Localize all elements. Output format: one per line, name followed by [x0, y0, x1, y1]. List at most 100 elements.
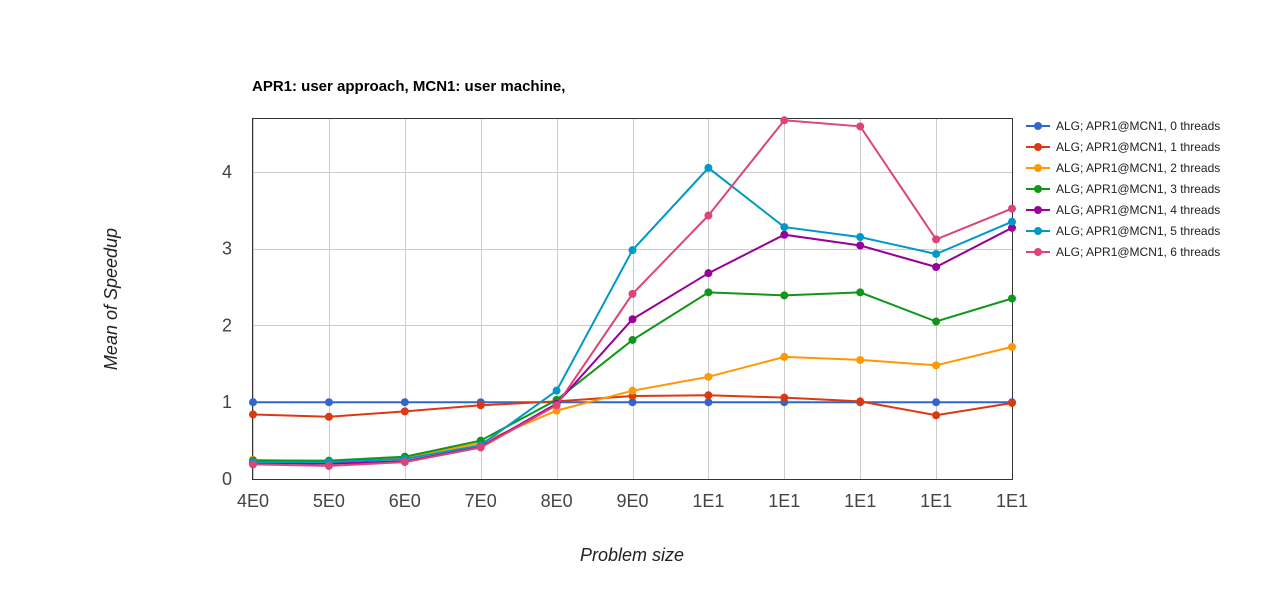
x-tick-label: 1E1	[996, 491, 1028, 511]
data-point	[324, 412, 333, 421]
data-point	[780, 116, 789, 125]
x-tick-label: 7E0	[465, 491, 497, 511]
data-point	[628, 398, 637, 407]
x-axis-ticks: 4E0 5E0 6E0 7E0 8E0 9E0 1E1 1E1 1E1 1E1 1E1	[237, 491, 1028, 511]
data-point	[1008, 398, 1016, 407]
data-point	[704, 372, 713, 381]
legend-item: ALG; APR1@MCN1, 6 threads	[1026, 245, 1220, 259]
data-point	[552, 401, 561, 410]
gridlines	[253, 118, 1013, 480]
data-point	[628, 335, 637, 344]
data-point	[932, 263, 941, 272]
data-point	[780, 223, 789, 232]
data-point	[704, 269, 713, 278]
data-point	[856, 355, 865, 364]
data-point	[856, 397, 865, 406]
y-tick-label: 4	[222, 162, 232, 182]
y-tick-label: 0	[222, 469, 232, 489]
legend-label: ALG; APR1@MCN1, 5 threads	[1056, 224, 1220, 238]
legend-swatch-dot	[1034, 143, 1042, 151]
legend-swatch-dot	[1034, 227, 1042, 235]
x-tick-label: 1E1	[920, 491, 952, 511]
data-point	[932, 235, 941, 244]
legend-label: ALG; APR1@MCN1, 3 threads	[1056, 182, 1220, 196]
data-point	[856, 288, 865, 297]
data-point	[856, 122, 865, 131]
data-point	[324, 398, 333, 407]
legend-item: ALG; APR1@MCN1, 5 threads	[1026, 224, 1220, 238]
data-point	[476, 443, 485, 452]
legend-label: ALG; APR1@MCN1, 2 threads	[1056, 161, 1220, 175]
legend-swatch-dot	[1034, 122, 1042, 130]
data-point	[932, 249, 941, 258]
y-axis-label: Mean of Speedup	[101, 228, 121, 370]
data-point	[400, 407, 409, 416]
x-tick-label: 8E0	[541, 491, 573, 511]
data-point	[628, 246, 637, 255]
data-point	[552, 386, 561, 395]
legend-item: ALG; APR1@MCN1, 4 threads	[1026, 203, 1220, 217]
data-point	[249, 460, 257, 469]
series-line	[252, 226, 1013, 465]
data-point	[324, 461, 333, 470]
legend-item: ALG; APR1@MCN1, 0 threads	[1026, 119, 1220, 133]
data-point	[628, 315, 637, 324]
data-point	[856, 233, 865, 242]
x-tick-label: 1E1	[692, 491, 724, 511]
legend-label: ALG; APR1@MCN1, 4 threads	[1056, 203, 1220, 217]
data-point	[932, 398, 941, 407]
data-point	[1008, 223, 1016, 232]
data-point	[400, 458, 409, 467]
legend-label: ALG; APR1@MCN1, 0 threads	[1056, 119, 1220, 133]
data-point	[249, 410, 257, 419]
data-point	[1008, 217, 1016, 226]
series-line	[253, 166, 1013, 464]
data-point	[932, 317, 941, 326]
y-axis-ticks: 0 1 2 3 4	[222, 162, 232, 489]
y-tick-label: 2	[222, 315, 232, 335]
y-tick-label: 1	[222, 392, 232, 412]
chart-title: APR1: user approach, MCN1: user machine,	[252, 78, 565, 95]
series-5	[249, 163, 1016, 467]
legend: ALG; APR1@MCN1, 0 threads ALG; APR1@MCN1,…	[1026, 119, 1220, 259]
series-group	[249, 116, 1016, 470]
data-point	[704, 163, 713, 172]
data-point	[1008, 294, 1016, 303]
x-tick-label: 1E1	[768, 491, 800, 511]
data-point	[704, 398, 713, 407]
data-point	[476, 401, 485, 410]
data-point	[704, 288, 713, 297]
data-point	[400, 398, 409, 407]
data-point	[932, 361, 941, 370]
data-point	[628, 386, 637, 395]
x-tick-label: 5E0	[313, 491, 345, 511]
series-6	[249, 116, 1016, 470]
legend-swatch-dot	[1034, 206, 1042, 214]
data-point	[780, 291, 789, 300]
legend-item: ALG; APR1@MCN1, 2 threads	[1026, 161, 1220, 175]
data-point	[704, 391, 713, 400]
data-point	[704, 211, 713, 220]
legend-label: ALG; APR1@MCN1, 6 threads	[1056, 245, 1220, 259]
data-point	[1008, 204, 1016, 213]
series-4	[249, 223, 1016, 468]
y-tick-label: 3	[222, 239, 232, 259]
data-point	[780, 352, 789, 361]
data-point	[856, 241, 865, 250]
legend-label: ALG; APR1@MCN1, 1 threads	[1056, 140, 1220, 154]
data-point	[780, 230, 789, 239]
x-tick-label: 9E0	[616, 491, 648, 511]
legend-item: ALG; APR1@MCN1, 1 threads	[1026, 140, 1220, 154]
x-tick-label: 1E1	[844, 491, 876, 511]
x-axis-label: Problem size	[580, 545, 684, 565]
x-tick-label: 4E0	[237, 491, 269, 511]
x-tick-label: 6E0	[389, 491, 421, 511]
legend-swatch-dot	[1034, 248, 1042, 256]
data-point	[628, 289, 637, 298]
data-point	[780, 393, 789, 402]
data-point	[249, 398, 257, 407]
legend-item: ALG; APR1@MCN1, 3 threads	[1026, 182, 1220, 196]
legend-swatch-dot	[1034, 164, 1042, 172]
series-3	[249, 288, 1016, 465]
data-point	[932, 411, 941, 420]
